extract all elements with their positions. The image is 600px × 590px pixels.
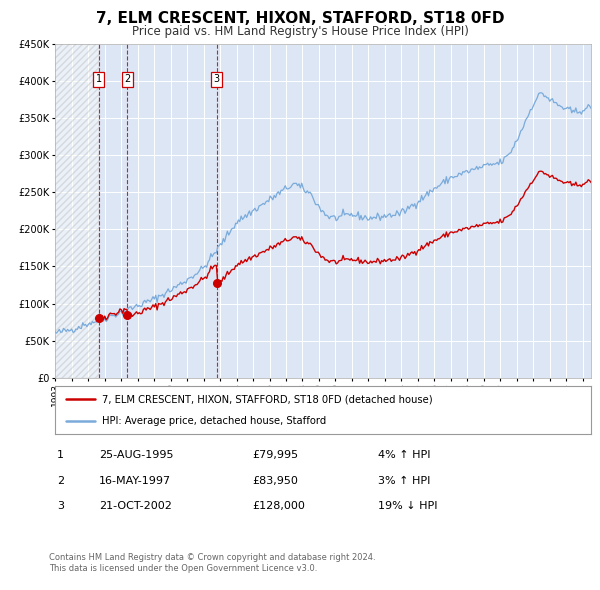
Text: £83,950: £83,950 (252, 476, 298, 486)
Text: 16-MAY-1997: 16-MAY-1997 (99, 476, 171, 486)
Text: 3% ↑ HPI: 3% ↑ HPI (378, 476, 430, 486)
Bar (55, 44, 99, 378)
Text: 1: 1 (57, 451, 64, 460)
Text: 4% ↑ HPI: 4% ↑ HPI (378, 451, 431, 460)
Text: Contains HM Land Registry data © Crown copyright and database right 2024.: Contains HM Land Registry data © Crown c… (49, 553, 376, 562)
Text: 7, ELM CRESCENT, HIXON, STAFFORD, ST18 0FD: 7, ELM CRESCENT, HIXON, STAFFORD, ST18 0… (96, 11, 504, 25)
Text: 19% ↓ HPI: 19% ↓ HPI (378, 502, 437, 511)
Text: 3: 3 (214, 74, 220, 84)
Text: HPI: Average price, detached house, Stafford: HPI: Average price, detached house, Staf… (103, 416, 326, 426)
Text: £128,000: £128,000 (252, 502, 305, 511)
Text: 7, ELM CRESCENT, HIXON, STAFFORD, ST18 0FD (detached house): 7, ELM CRESCENT, HIXON, STAFFORD, ST18 0… (103, 394, 433, 404)
Text: This data is licensed under the Open Government Licence v3.0.: This data is licensed under the Open Gov… (49, 564, 317, 573)
Text: 1: 1 (96, 74, 102, 84)
Text: 3: 3 (57, 502, 64, 511)
Text: £79,995: £79,995 (252, 451, 298, 460)
Text: 25-AUG-1995: 25-AUG-1995 (99, 451, 173, 460)
Text: 2: 2 (124, 74, 130, 84)
Text: 21-OCT-2002: 21-OCT-2002 (99, 502, 172, 511)
Text: Price paid vs. HM Land Registry's House Price Index (HPI): Price paid vs. HM Land Registry's House … (131, 25, 469, 38)
Text: 2: 2 (57, 476, 64, 486)
